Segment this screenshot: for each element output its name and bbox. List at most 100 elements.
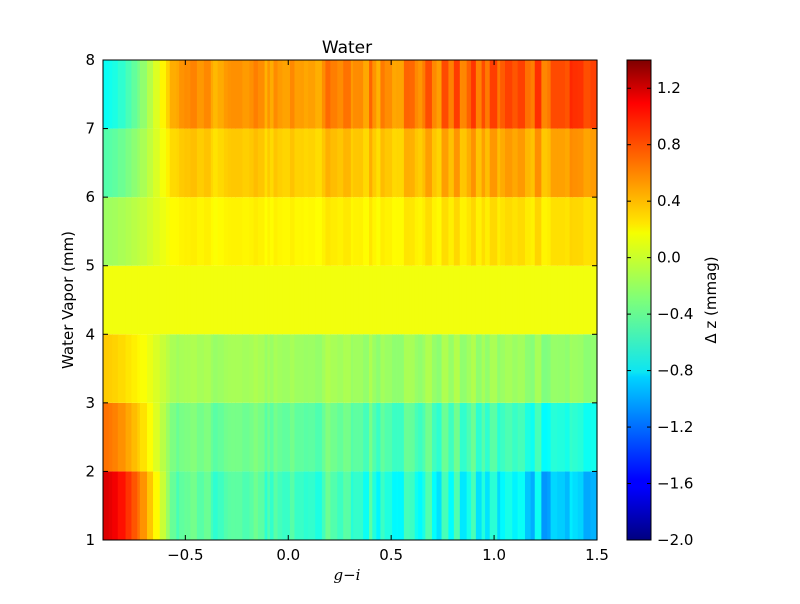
heatmap-cell: [217, 471, 225, 540]
heatmap-cell: [321, 334, 327, 403]
heatmap-cell: [425, 265, 433, 335]
heatmap-cell: [524, 471, 532, 540]
heatmap-cell: [411, 60, 416, 129]
heatmap-cell: [384, 471, 393, 540]
heatmap-cell: [223, 60, 229, 129]
heatmap-cell: [353, 265, 360, 335]
colorbar-tick-label: −0.4: [657, 305, 693, 323]
heatmap-cell: [125, 471, 133, 540]
heatmap-cell: [524, 265, 532, 335]
heatmap-cell: [294, 265, 302, 335]
heatmap-cell: [475, 60, 483, 129]
heatmap-cell: [481, 60, 486, 129]
heatmap-cell: [137, 60, 141, 129]
heatmap-cell: [489, 402, 498, 472]
heatmap-cell: [497, 471, 501, 540]
heatmap-cell: [303, 402, 309, 472]
heatmap-cell: [166, 334, 171, 403]
heatmap-cell: [401, 128, 405, 198]
heatmap-cell: [264, 402, 268, 472]
colorbar-tick-label: −1.2: [657, 418, 693, 436]
heatmap-cell: [137, 471, 141, 540]
heatmap-cell: [103, 334, 110, 403]
heatmap-cell: [530, 334, 536, 403]
heatmap-cell: [431, 471, 438, 540]
heatmap-cell: [330, 471, 338, 540]
colorbar-tick-label: 0.8: [657, 136, 681, 154]
heatmap-cell: [583, 128, 592, 198]
heatmap-cell: [235, 197, 243, 266]
heatmap-cell: [461, 471, 468, 540]
heatmap-cell: [398, 197, 403, 266]
heatmap-cell: [398, 334, 403, 403]
heatmap-cell: [418, 402, 423, 472]
heatmap-cell: [108, 471, 113, 540]
heatmap-cell: [131, 402, 138, 472]
heatmap-cell: [223, 265, 229, 335]
heatmap-cell: [153, 197, 161, 266]
heatmap-cell: [321, 265, 327, 335]
heatmap-cell: [267, 197, 271, 266]
heatmap-cell: [300, 265, 305, 335]
heatmap-cell: [257, 471, 266, 540]
heatmap-cell: [572, 128, 579, 198]
heatmap-cell: [108, 128, 113, 198]
heatmap-cell: [372, 471, 377, 540]
heatmap-cell: [358, 128, 364, 198]
heatmap-cell: [227, 402, 232, 472]
heatmap-cell: [103, 402, 110, 472]
heatmap-cell: [249, 60, 255, 129]
heatmap-cell: [401, 197, 405, 266]
heatmap-cell: [569, 334, 574, 403]
heatmap-cell: [343, 197, 347, 266]
heatmap-cell: [294, 197, 302, 266]
heatmap-cell: [308, 60, 316, 129]
heatmap-cell: [112, 334, 119, 403]
heatmap-cell: [409, 197, 412, 266]
heatmap-cell: [137, 265, 141, 335]
heatmap-cell: [196, 128, 205, 198]
heatmap-cell: [223, 402, 229, 472]
heatmap-cell: [345, 128, 352, 198]
heatmap-cell: [269, 128, 275, 198]
heatmap-cell: [217, 60, 225, 129]
heatmap-cell: [547, 197, 552, 266]
heatmap-cell: [485, 471, 491, 540]
heatmap-cell: [350, 197, 354, 266]
heatmap-cell: [569, 197, 574, 266]
heatmap-cell: [358, 60, 364, 129]
heatmap-cell: [300, 471, 305, 540]
heatmap-cell: [441, 197, 449, 266]
heatmap-cell: [350, 402, 354, 472]
heatmap-cell: [590, 197, 597, 266]
heatmap-cell: [242, 265, 250, 335]
heatmap-cell: [425, 402, 433, 472]
heatmap-cell: [330, 197, 338, 266]
heatmap-cell: [321, 471, 327, 540]
heatmap-cell: [572, 265, 579, 335]
heatmap-cell: [289, 471, 296, 540]
heatmap-cell: [231, 197, 236, 266]
heatmap-cell: [210, 402, 214, 472]
heatmap-cell: [300, 334, 305, 403]
heatmap-cell: [217, 334, 225, 403]
heatmap-cell: [249, 402, 255, 472]
heatmap-cell: [203, 265, 212, 335]
heatmap-cell: [325, 265, 331, 335]
heatmap-cell: [321, 197, 327, 266]
heatmap-cell: [153, 471, 161, 540]
heatmap-cell: [401, 471, 405, 540]
heatmap-cell: [353, 334, 360, 403]
heatmap-cell: [590, 471, 597, 540]
heatmap-cell: [103, 197, 110, 266]
heatmap-cell: [227, 128, 232, 198]
heatmap-cell: [489, 128, 498, 198]
heatmap-cell: [376, 402, 382, 472]
heatmap-cell: [557, 60, 566, 129]
heatmap-cell: [517, 128, 520, 198]
heatmap-cell: [524, 60, 532, 129]
heatmap-cell: [166, 471, 171, 540]
heatmap-cell: [431, 60, 438, 129]
heatmap-cell: [530, 265, 536, 335]
